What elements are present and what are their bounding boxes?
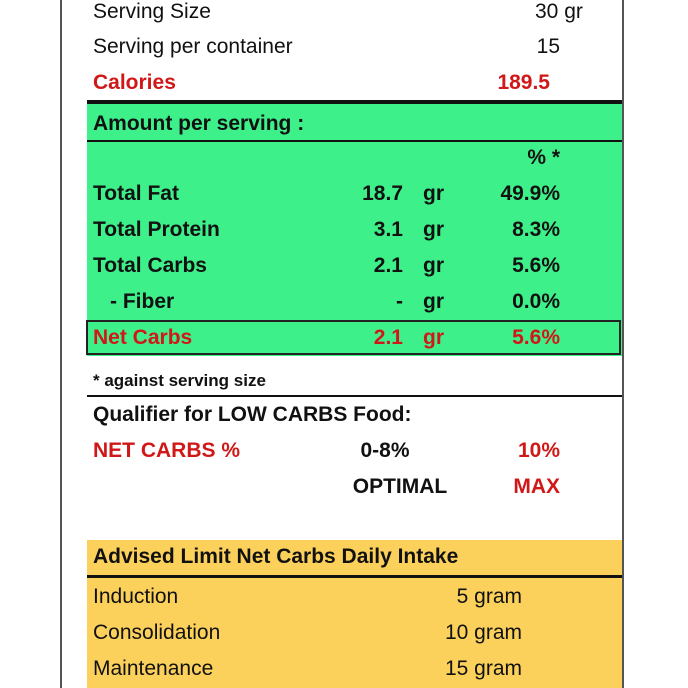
panel-title: Amount per serving :	[93, 112, 305, 135]
nutrient-percent: 49.9%	[500, 182, 560, 205]
rule	[87, 395, 622, 397]
nutrient-percent: 5.6%	[512, 326, 560, 349]
value: 30 gr	[535, 0, 583, 23]
nutrient-label: Total Protein	[93, 218, 220, 241]
nutrient-label: Total Carbs	[93, 254, 207, 277]
nutrient-unit: gr	[423, 290, 444, 313]
nutrient-label: Net Carbs	[93, 326, 193, 349]
max-value: 10%	[517, 439, 560, 462]
net-carbs-box	[86, 320, 621, 355]
advised-value: 10 gram	[444, 621, 522, 644]
value: 15	[536, 35, 560, 58]
advised-label: Consolidation	[93, 621, 221, 644]
percent-header: % *	[527, 146, 560, 169]
rule	[87, 100, 622, 104]
left-border	[60, 0, 62, 688]
nutrient-amount: 3.1	[373, 218, 403, 241]
nutrient-amount: -	[396, 290, 403, 313]
advised-title: Advised Limit Net Carbs Daily Intake	[93, 545, 459, 568]
nutrient-percent: 0.0%	[512, 290, 560, 313]
qualifier-label: NET CARBS %	[93, 439, 241, 462]
calories-value: 189.5	[497, 71, 550, 94]
optimal-value: 0-8%	[360, 439, 410, 462]
nutrient-unit: gr	[423, 182, 444, 205]
advised-panel	[87, 540, 622, 688]
nutrient-panel	[87, 104, 622, 356]
nutrient-unit: gr	[423, 326, 444, 349]
nutrient-percent: 8.3%	[512, 218, 560, 241]
advised-value: 15 gram	[444, 657, 522, 680]
optimal-label: OPTIMAL	[352, 475, 448, 498]
nutrient-label: - Fiber	[110, 290, 175, 313]
footnote: * against serving size	[93, 371, 266, 390]
label: Serving per container	[93, 35, 293, 58]
nutrient-amount: 2.1	[373, 326, 403, 349]
max-label: MAX	[513, 475, 560, 498]
advised-value: 5 gram	[456, 585, 522, 608]
nutrient-unit: gr	[423, 218, 444, 241]
advised-label: Maintenance	[93, 657, 214, 680]
rule	[87, 575, 622, 578]
nutrient-amount: 18.7	[362, 182, 403, 205]
right-border	[622, 0, 624, 688]
nutrient-percent: 5.6%	[512, 254, 560, 277]
calories-label: Calories	[93, 71, 176, 94]
label: Serving Size	[93, 0, 211, 23]
rule	[87, 140, 622, 142]
nutrient-amount: 2.1	[373, 254, 403, 277]
nutrient-unit: gr	[423, 254, 444, 277]
advised-label: Induction	[93, 585, 179, 608]
nutrient-label: Total Fat	[93, 182, 179, 205]
qualifier-title: Qualifier for LOW CARBS Food:	[93, 403, 412, 426]
